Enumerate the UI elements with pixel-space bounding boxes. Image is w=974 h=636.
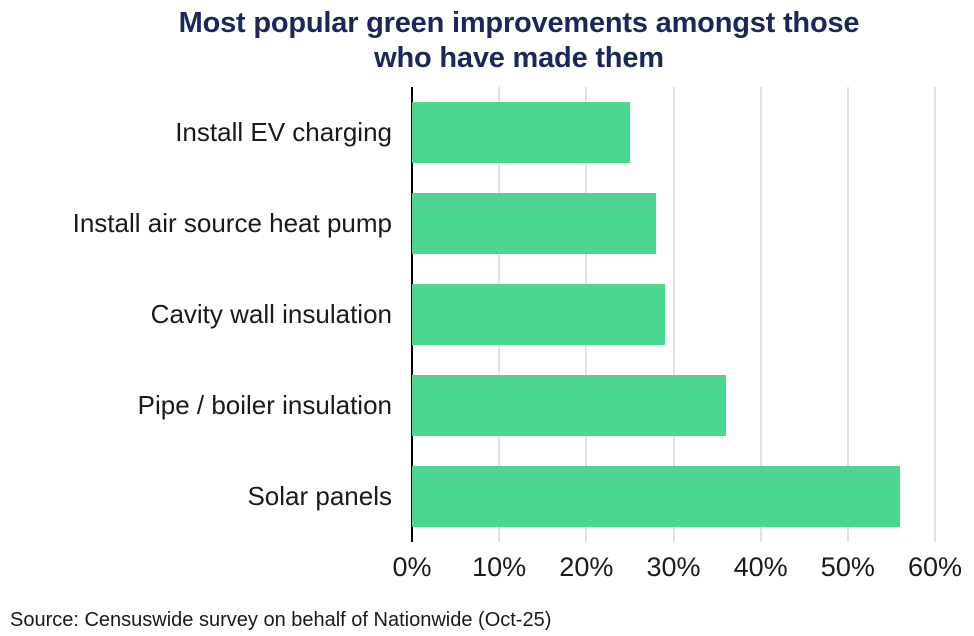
x-tick-label: 10% — [472, 552, 527, 582]
bar-pipe-boiler-insulation — [412, 375, 726, 436]
plot-area: Install EV charging Install air source h… — [0, 87, 974, 542]
bar-row: Install air source heat pump — [0, 193, 974, 254]
bar-row: Solar panels — [0, 466, 974, 527]
bar-track — [412, 102, 935, 163]
bar-install-ev-charging — [412, 102, 630, 163]
bar-track — [412, 375, 935, 436]
bar-track — [412, 466, 935, 527]
category-label: Install EV charging — [175, 117, 392, 147]
bar-solar-panels — [412, 466, 901, 527]
bar-row: Cavity wall insulation — [0, 284, 974, 345]
bar-row: Pipe / boiler insulation — [0, 375, 974, 436]
chart-title-line-1: Most popular green improvements amongst … — [178, 7, 860, 39]
category-label: Pipe / boiler insulation — [137, 390, 392, 420]
chart-title: Most popular green improvements amongst … — [64, 6, 974, 77]
x-tick-label: 50% — [820, 552, 875, 582]
gridline — [672, 87, 675, 542]
x-tick-label: 20% — [559, 552, 614, 582]
x-tick-label: 40% — [733, 552, 788, 582]
x-tick-label: 60% — [907, 552, 963, 582]
bar-cavity-wall-insulation — [412, 284, 665, 345]
bar-install-air-source-heat-pump — [412, 193, 657, 254]
x-tick-label: 0% — [392, 552, 432, 582]
chart-title-line-2: who have made them — [374, 42, 664, 75]
bar-rows: Install EV charging Install air source h… — [0, 87, 974, 557]
category-label: Cavity wall insulation — [150, 299, 392, 329]
x-tick-label: 30% — [646, 552, 701, 582]
bar-track — [412, 193, 935, 254]
category-label: Solar panels — [247, 481, 392, 511]
bar-track — [412, 284, 935, 345]
gridline — [759, 87, 762, 542]
gridline — [934, 87, 936, 542]
source-note: Source: Censuswide survey on behalf of N… — [10, 609, 552, 631]
bar-row: Install EV charging — [0, 102, 974, 163]
x-axis: 0% 10% 20% 30% 40% 50% 60% — [392, 552, 962, 586]
category-label: Install air source heat pump — [72, 208, 392, 238]
gridline — [846, 87, 849, 542]
